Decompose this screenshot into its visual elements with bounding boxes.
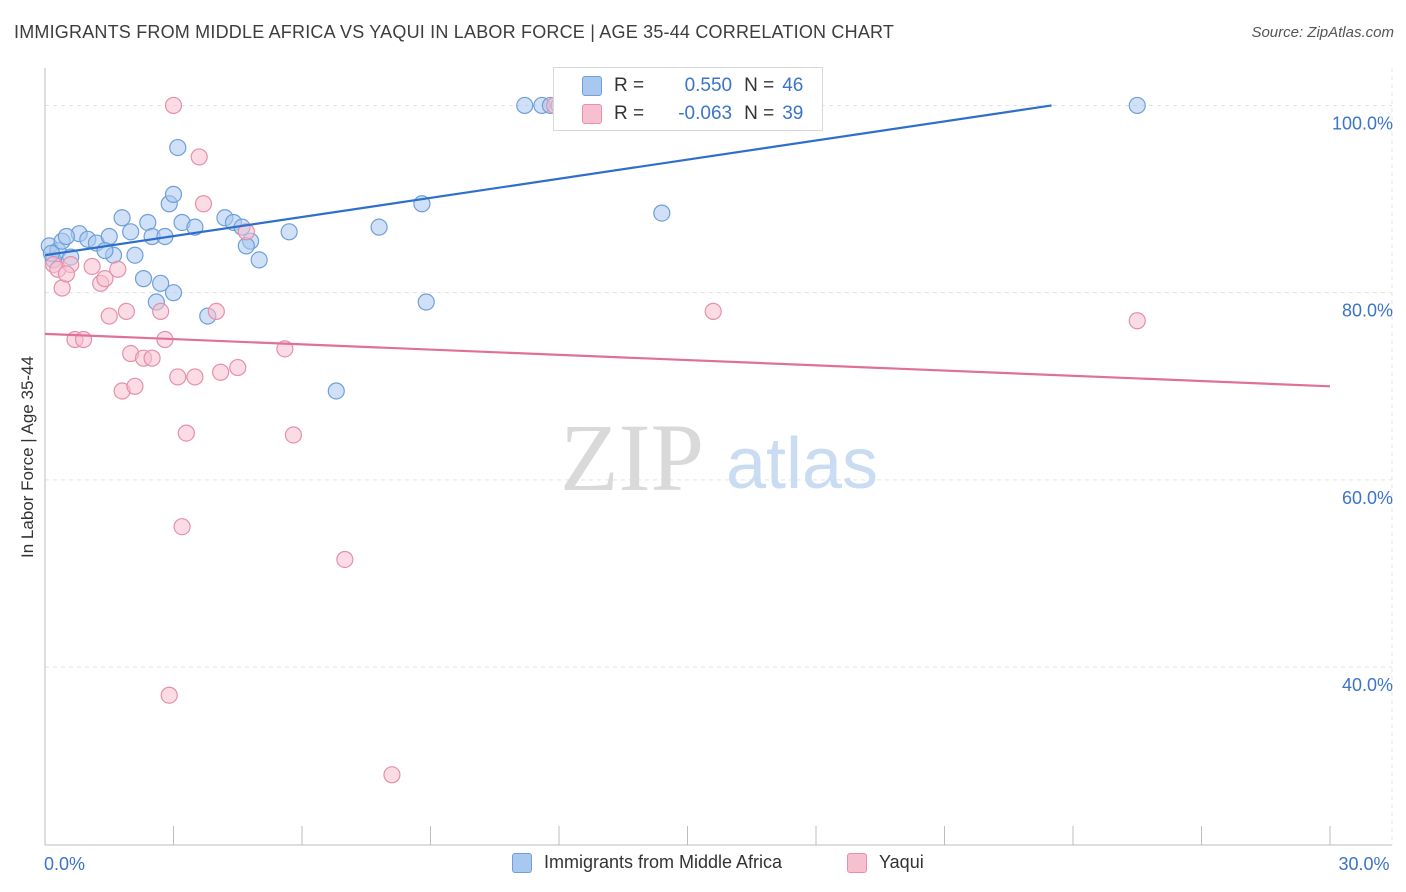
point-yaqui <box>336 550 354 569</box>
stats-legend: R = 0.550 N = 46 R = -0.063 N = 39 <box>553 67 823 131</box>
point-immigrants <box>134 270 153 288</box>
point-immigrants <box>164 185 183 203</box>
stats-row-yaqui: R = -0.063 N = 39 <box>554 100 803 128</box>
r-value: 0.550 <box>684 75 733 96</box>
point-immigrants <box>113 209 131 227</box>
y-tick-label: 60.0% <box>1342 488 1393 508</box>
point-yaqui <box>190 148 208 166</box>
point-yaqui <box>117 302 135 320</box>
legend-label: Immigrants from Middle Africa <box>544 852 783 872</box>
source-label: Source: ZipAtlas.com <box>1251 24 1394 41</box>
watermark-zip: ZIP <box>560 404 704 511</box>
legend-label: Yaqui <box>879 852 924 872</box>
chart-legend: Immigrants from Middle Africa Yaqui <box>0 850 1406 880</box>
y-tick-label: 80.0% <box>1342 301 1393 321</box>
r-value: -0.063 <box>678 103 733 124</box>
point-yaqui <box>1128 312 1146 330</box>
x-tick-label: 0.0% <box>44 854 85 874</box>
point-immigrants <box>126 246 144 264</box>
n-label: N = <box>744 75 775 96</box>
point-immigrants <box>327 382 345 400</box>
point-immigrants <box>164 284 183 302</box>
point-yaqui <box>237 223 255 241</box>
point-yaqui <box>186 368 204 386</box>
point-yaqui <box>284 426 303 444</box>
point-yaqui <box>152 302 170 320</box>
n-value: 39 <box>782 103 804 124</box>
point-immigrants <box>152 274 170 292</box>
point-yaqui <box>109 260 127 278</box>
point-yaqui <box>207 302 225 320</box>
point-yaqui <box>177 424 195 442</box>
point-yaqui <box>704 302 722 320</box>
point-yaqui <box>169 368 187 386</box>
point-immigrants <box>653 204 671 222</box>
point-yaqui <box>164 96 183 115</box>
point-immigrants <box>186 218 204 236</box>
point-yaqui <box>229 358 247 377</box>
point-yaqui <box>194 195 213 213</box>
point-immigrants <box>417 293 435 311</box>
point-yaqui <box>57 265 76 283</box>
legend-swatch-pink <box>847 852 867 873</box>
grid-lines <box>45 68 1393 845</box>
chart-title: IMMIGRANTS FROM MIDDLE AFRICA VS YAQUI I… <box>14 22 895 42</box>
n-label: N = <box>744 103 775 124</box>
point-immigrants <box>1128 96 1146 115</box>
watermark-atlas: atlas <box>726 424 878 504</box>
point-yaqui <box>173 518 191 536</box>
trend-line-yaqui <box>44 332 1331 388</box>
point-immigrants <box>122 223 140 241</box>
x-tick-label: 30.0% <box>1338 854 1389 874</box>
point-immigrants <box>516 96 534 115</box>
point-yaqui <box>96 270 114 288</box>
point-yaqui <box>143 349 161 367</box>
point-yaqui <box>383 766 401 784</box>
point-immigrants <box>250 251 268 269</box>
watermark: ZIP atlas <box>560 404 878 511</box>
legend-item-yaqui[interactable]: Yaqui <box>847 852 924 873</box>
r-label: R = <box>614 103 645 124</box>
point-yaqui <box>160 686 178 704</box>
point-immigrants <box>280 223 298 241</box>
stats-swatch-blue <box>582 76 602 96</box>
point-yaqui <box>83 257 101 276</box>
trend-line-immigrants <box>44 104 1052 257</box>
point-immigrants <box>57 227 76 246</box>
axes <box>44 68 1392 846</box>
stats-row-immigrants: R = 0.550 N = 46 <box>554 72 803 100</box>
point-immigrants <box>169 138 187 157</box>
point-yaqui <box>212 363 230 381</box>
stats-swatch-pink <box>582 104 602 124</box>
y-tick-label: 100.0% <box>1332 113 1393 133</box>
point-immigrants <box>370 218 388 236</box>
point-yaqui <box>126 377 144 395</box>
point-yaqui <box>100 307 118 325</box>
legend-swatch-blue <box>512 852 532 873</box>
y-tick-label: 40.0% <box>1342 675 1393 695</box>
point-yaqui <box>74 330 93 349</box>
n-value: 46 <box>782 75 804 96</box>
r-label: R = <box>614 75 645 96</box>
legend-item-immigrants[interactable]: Immigrants from Middle Africa <box>512 852 782 873</box>
